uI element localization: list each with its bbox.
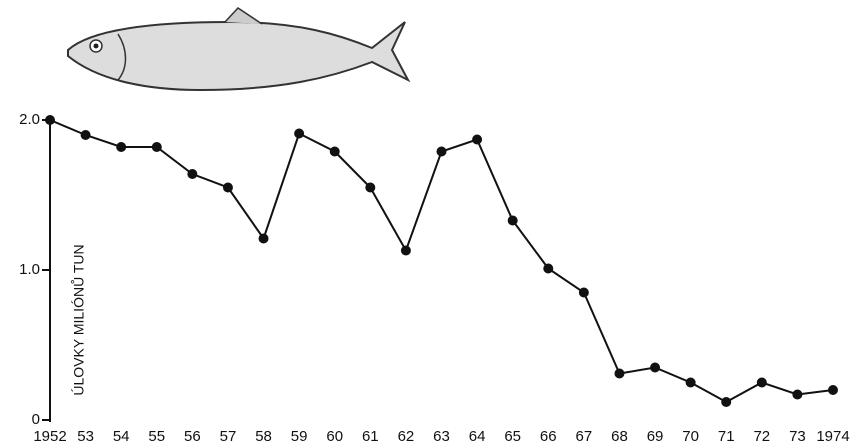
- x-tick-label: 58: [255, 428, 272, 445]
- data-point: [792, 390, 802, 400]
- x-tick-label: 67: [576, 428, 593, 445]
- y-tick-label: 0: [32, 411, 40, 428]
- fish-illustration: [68, 8, 408, 90]
- data-point: [45, 115, 55, 125]
- x-tick-label: 60: [326, 428, 343, 445]
- data-point: [81, 130, 91, 140]
- x-tick-label: 59: [291, 428, 308, 445]
- x-tick-label: 68: [611, 428, 628, 445]
- data-point: [259, 234, 269, 244]
- data-point: [401, 246, 411, 256]
- data-point: [650, 363, 660, 373]
- data-point: [543, 264, 553, 274]
- page: {"chart_data": {"type": "line", "y_label…: [0, 0, 858, 446]
- data-point: [152, 142, 162, 152]
- data-point: [721, 397, 731, 407]
- x-tick-label: 53: [77, 428, 94, 445]
- data-point: [579, 288, 589, 298]
- data-point: [757, 378, 767, 388]
- data-point: [508, 216, 518, 226]
- x-tick-label: 1974: [816, 428, 849, 445]
- data-point: [472, 135, 482, 145]
- data-line: [50, 120, 833, 402]
- x-tick-label: 54: [113, 428, 130, 445]
- x-tick-label: 66: [540, 428, 557, 445]
- x-tick-label: 56: [184, 428, 201, 445]
- x-tick-label: 62: [398, 428, 415, 445]
- data-point: [187, 169, 197, 179]
- x-tick-label: 71: [718, 428, 735, 445]
- y-tick-label: 2.0: [19, 111, 40, 128]
- data-point: [614, 369, 624, 379]
- x-tick-label: 69: [647, 428, 664, 445]
- data-point: [686, 378, 696, 388]
- y-axis-label: ÚLOVKY MILIÓNŮ TUN: [70, 244, 87, 395]
- x-tick-label: 65: [504, 428, 521, 445]
- data-point: [294, 129, 304, 139]
- data-point: [116, 142, 126, 152]
- x-tick-label: 57: [220, 428, 237, 445]
- x-tick-label: 55: [148, 428, 165, 445]
- data-point: [437, 147, 447, 157]
- x-tick-label: 70: [682, 428, 699, 445]
- data-point: [330, 147, 340, 157]
- x-tick-label: 1952: [33, 428, 66, 445]
- x-tick-label: 73: [789, 428, 806, 445]
- y-tick-label: 1.0: [19, 261, 40, 278]
- data-point: [223, 183, 233, 193]
- x-tick-label: 61: [362, 428, 379, 445]
- data-point: [365, 183, 375, 193]
- x-tick-label: 63: [433, 428, 450, 445]
- x-tick-label: 64: [469, 428, 486, 445]
- x-tick-label: 72: [753, 428, 770, 445]
- data-point: [828, 385, 838, 395]
- chart: ÚLOVKY MILIÓNŮ TUN 0 1.0 2.0 1952 53 54 55 56 57…: [0, 0, 858, 446]
